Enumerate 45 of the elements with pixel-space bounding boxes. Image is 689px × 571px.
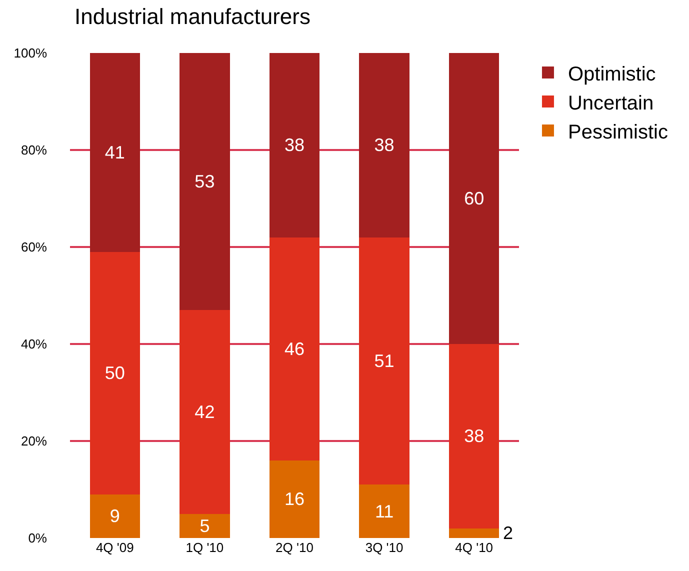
data-label: 53 bbox=[194, 172, 215, 192]
x-tick-label: 4Q '09 bbox=[96, 540, 134, 555]
bar bbox=[90, 53, 140, 252]
data-label: 5 bbox=[200, 516, 210, 536]
y-tick-label: 20% bbox=[20, 434, 48, 449]
y-tick-label: 40% bbox=[20, 336, 48, 352]
chart-title: Industrial manufacturers bbox=[74, 4, 310, 29]
y-tick-label: 0% bbox=[28, 530, 48, 546]
bar bbox=[180, 53, 230, 310]
legend-label: Optimistic bbox=[568, 63, 656, 86]
legend-label: Pessimistic bbox=[568, 121, 668, 144]
data-label: 2 bbox=[503, 523, 514, 543]
bar bbox=[448, 528, 500, 538]
data-label: 38 bbox=[464, 426, 484, 446]
x-tick-label: 2Q '10 bbox=[276, 540, 314, 555]
bar bbox=[359, 237, 410, 485]
bar bbox=[448, 53, 500, 344]
bar bbox=[90, 494, 140, 538]
data-label: 41 bbox=[104, 142, 125, 162]
bar bbox=[359, 484, 410, 538]
bar bbox=[359, 53, 410, 238]
bar bbox=[269, 237, 320, 460]
data-label: 38 bbox=[284, 135, 305, 156]
data-label: 46 bbox=[284, 338, 305, 359]
bar bbox=[180, 310, 230, 514]
y-tick-label: 80% bbox=[20, 142, 48, 158]
bar bbox=[180, 514, 230, 538]
bar bbox=[269, 460, 320, 538]
y-tick-label: 60% bbox=[20, 240, 48, 255]
y-tick-label: 100% bbox=[14, 46, 48, 61]
legend-label: Uncertain bbox=[568, 92, 654, 114]
data-label: 42 bbox=[194, 402, 215, 422]
data-label: 50 bbox=[104, 363, 125, 384]
data-label: 9 bbox=[110, 506, 120, 526]
data-label: 51 bbox=[374, 350, 394, 371]
x-tick-label: 1Q '10 bbox=[186, 540, 224, 555]
data-label: 16 bbox=[284, 489, 305, 510]
bar bbox=[448, 344, 500, 528]
data-label: 38 bbox=[374, 135, 394, 156]
bar bbox=[90, 252, 140, 494]
x-tick-label: 3Q '10 bbox=[365, 540, 404, 555]
bar bbox=[269, 53, 320, 238]
data-label: 60 bbox=[464, 188, 484, 208]
x-tick-label: 4Q '10 bbox=[455, 540, 494, 555]
data-label: 11 bbox=[374, 501, 394, 522]
